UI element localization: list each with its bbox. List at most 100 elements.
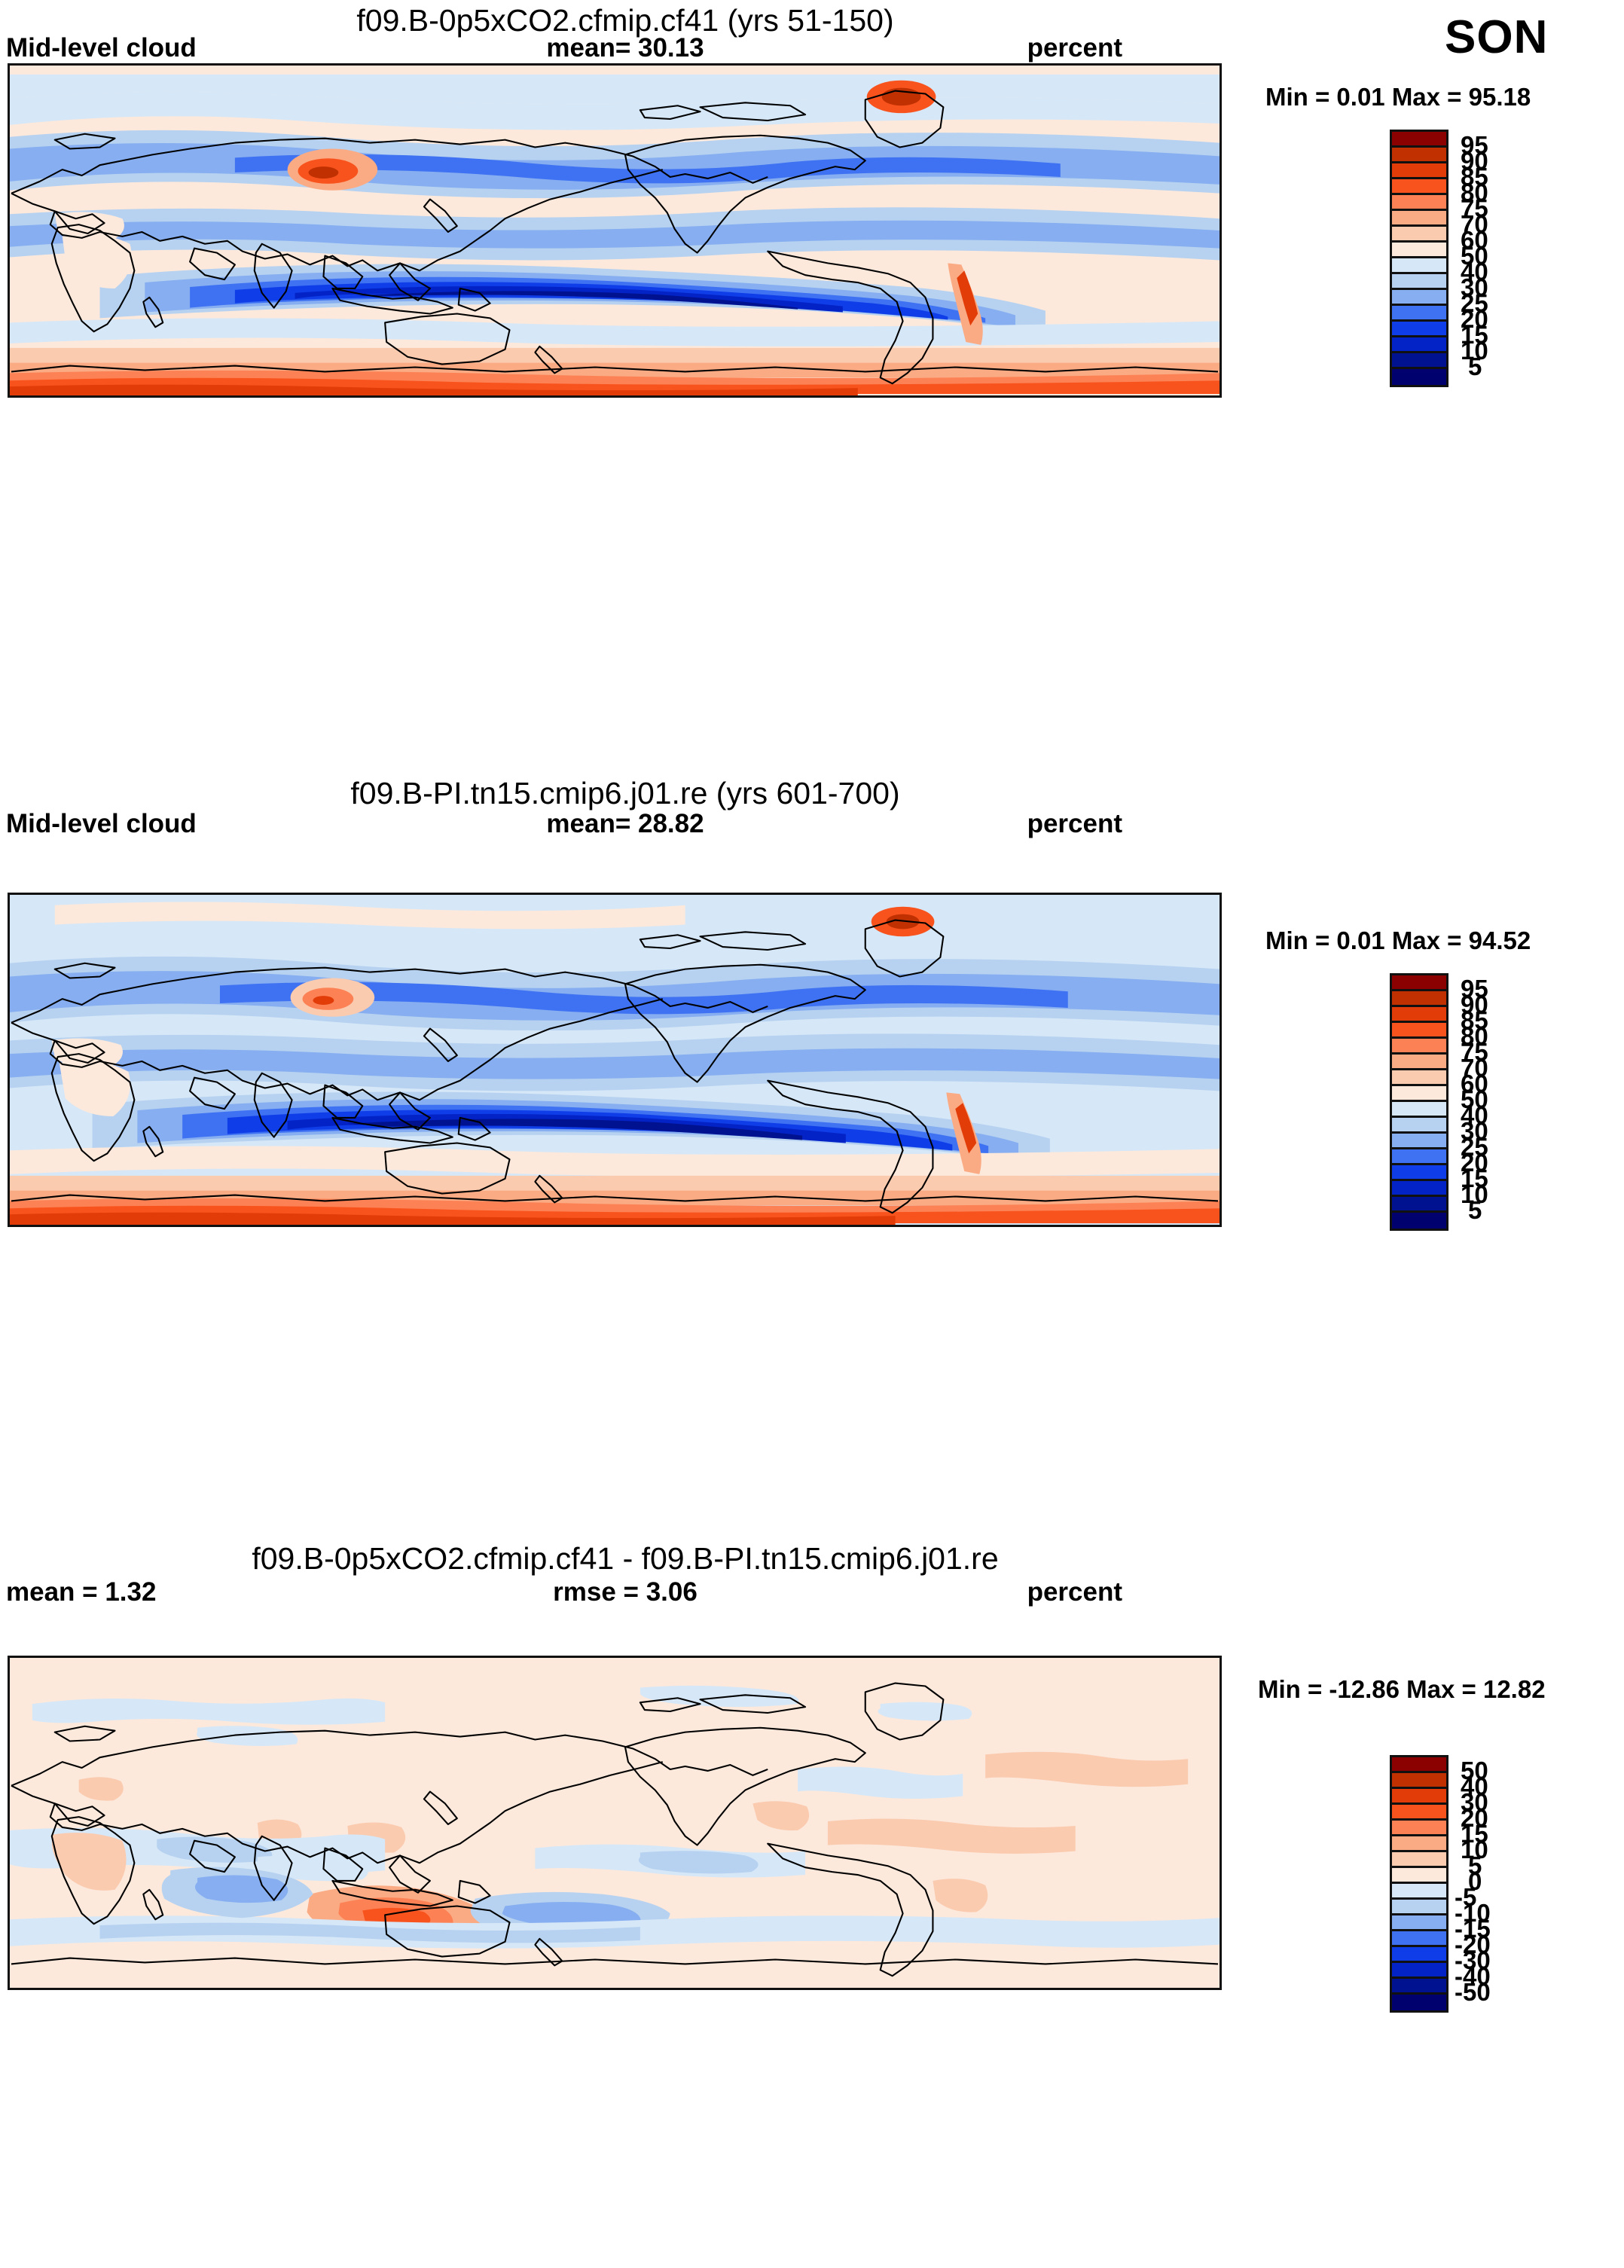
coastlines-3 [10,1658,1220,1988]
colorbar-segment [1392,1995,1446,2010]
colorbar-tick-label: 40 [1461,258,1488,285]
map-panel-3 [8,1656,1222,1990]
colorbar-tick-label: 50 [1461,242,1488,270]
colorbar-tick-label: 5 [1468,1196,1482,1224]
colorbar-tick-label: 10 [1461,1836,1488,1864]
colorbar-segment [1392,1086,1446,1102]
panel-1-title: f09.B-0p5xCO2.cfmip.cf41 (yrs 51-150) [356,3,894,38]
colorbar-segment [1392,148,1446,163]
colorbar-tick-label: 60 [1461,226,1488,254]
colorbar-tick-label: -30 [1455,1946,1491,1974]
panel-3-subrow: mean = 1.32 rmse = 3.06 percent [0,1577,1250,1607]
colorbar-tick-label: 0 [1468,1867,1482,1895]
colorbar-segment [1392,1149,1446,1165]
colorbar-tick-label: 5 [1468,1851,1482,1879]
colorbar-segment [1392,369,1446,385]
colorbar-tick-label: 95 [1461,975,1488,1003]
colorbar-tick-label: 25 [1461,1133,1488,1161]
map-panel-1 [8,63,1222,398]
colorbar-segment [1392,1023,1446,1039]
colorbar-tick-label: 30 [1461,1788,1488,1816]
colorbar-tick-label: 85 [1461,163,1488,191]
colorbar-tick-label: 30 [1461,1117,1488,1145]
colorbar-segment [1392,1118,1446,1134]
panel-1-units-label: percent [1027,33,1122,63]
colorbar-segment [1392,274,1446,290]
colorbar-tick-label: 15 [1461,1820,1488,1848]
colorbar-3-labels: 50 40 30 20 15 10 5 0 -5 -10 -15 -20 -30 -40 -50 [1455,1755,1548,2008]
colorbar-tick-label: 50 [1461,1757,1488,1784]
colorbar-segment [1392,306,1446,322]
colorbar-segment [1392,1836,1446,1852]
colorbar-tick-label: 40 [1461,1101,1488,1129]
panel-3-units-label: percent [1027,1577,1122,1607]
colorbar-segment [1392,991,1446,1007]
colorbar-tick-label: 85 [1461,1006,1488,1034]
colorbar-segment [1392,1789,1446,1805]
colorbar-segment [1392,1102,1446,1118]
colorbar-segment [1392,1773,1446,1789]
colorbar-tick-label: 80 [1461,1022,1488,1050]
colorbar-tick-label: 60 [1461,1070,1488,1097]
colorbar-segment [1392,1134,1446,1149]
colorbar-segment [1392,1007,1446,1023]
colorbar-tick-label: 70 [1461,1054,1488,1082]
map-panel-2 [8,893,1222,1227]
panel-2-minmax: Min = 0.01 Max = 94.52 [1265,926,1531,954]
colorbar-2-labels: 95 90 85 80 75 70 60 50 40 30 25 20 15 10 5 [1458,973,1548,1226]
colorbar-tick-label: 10 [1461,337,1488,365]
coastlines-2 [10,895,1220,1225]
panel-1-minmax: Min = 0.01 Max = 95.18 [1265,83,1531,111]
colorbar-segment [1392,1931,1446,1947]
season-label: SON [1445,11,1549,63]
panel-2-units-label: percent [1027,809,1122,838]
colorbar-segment [1392,1805,1446,1821]
colorbar-segment [1392,1900,1446,1915]
panel-2-mean-label: mean= 28.82 [546,809,704,838]
colorbar-tick-label: 50 [1461,1085,1488,1113]
colorbar-segment [1392,1039,1446,1055]
colorbar-segment [1392,353,1446,369]
panel-2-variable-label: Mid-level cloud [6,809,197,838]
colorbar-tick-label: 15 [1461,1165,1488,1192]
colorbar-tick-label: -50 [1455,1978,1491,2006]
colorbar-segment [1392,1915,1446,1931]
panel-2-title: f09.B-PI.tn15.cmip6.j01.re (yrs 601-700) [350,776,900,810]
colorbar-tick-label: -10 [1455,1899,1491,1927]
colorbar-tick-label: -40 [1455,1962,1491,1990]
colorbar-segment [1392,1852,1446,1868]
colorbar-tick-label: 30 [1461,273,1488,301]
colorbar-segment [1392,179,1446,195]
colorbar-tick-label: 20 [1461,305,1488,333]
colorbar-tick-label: 70 [1461,210,1488,238]
map-3-shading [10,1658,1220,1988]
panel-1-mean-label: mean= 30.13 [546,33,704,63]
colorbar-segment [1392,1757,1446,1773]
panel-3-rmse-label: rmse = 3.06 [553,1577,698,1607]
colorbar-segment [1392,258,1446,274]
colorbar-segment [1392,322,1446,337]
colorbar-segment [1392,1979,1446,1995]
colorbar-tick-label: 10 [1461,1180,1488,1208]
coastlines-1 [10,66,1220,395]
colorbar-segment [1392,1947,1446,1963]
colorbar-tick-label: 90 [1461,991,1488,1018]
colorbar-segment [1392,975,1446,991]
colorbar-tick-label: 20 [1461,1804,1488,1832]
colorbar-segment [1392,1197,1446,1213]
colorbar-tick-label: 75 [1461,194,1488,222]
colorbar-segment [1392,1213,1446,1229]
colorbar-2 [1390,973,1448,1231]
colorbar-segment [1392,163,1446,179]
colorbar-tick-label: 25 [1461,289,1488,317]
colorbar-tick-label: -20 [1455,1931,1491,1958]
panel-1-subrow: Mid-level cloud mean= 30.13 percent [0,33,1250,63]
colorbar-segment [1392,227,1446,243]
colorbar-tick-label: -5 [1455,1883,1477,1911]
colorbar-segment [1392,1868,1446,1884]
colorbar-segment [1392,290,1446,306]
colorbar-tick-label: 5 [1468,353,1482,380]
colorbar-segment [1392,211,1446,227]
colorbar-tick-label: 95 [1461,131,1488,159]
colorbar-tick-label: 90 [1461,147,1488,175]
